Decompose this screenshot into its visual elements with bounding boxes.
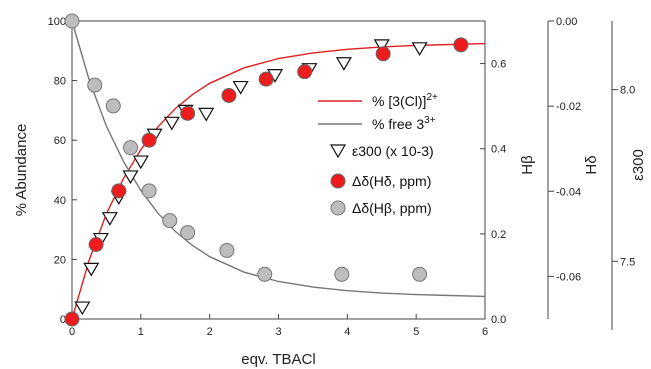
legend-triangle-symbol	[329, 144, 347, 159]
hbeta-tick-label: 0.4	[491, 144, 506, 156]
legend-label-free-sup: 3+	[424, 115, 436, 126]
hbeta-point	[412, 266, 428, 282]
legend-red-circle-symbol	[330, 173, 346, 189]
eps-axis-title: ε300	[630, 149, 647, 181]
hdelta-tick-label: -0.06	[556, 271, 581, 283]
x-tick-label: 0	[69, 326, 75, 338]
legend-label-complex-sup: 2+	[426, 92, 438, 103]
hbeta-point	[123, 140, 139, 156]
hbeta-point	[180, 225, 196, 241]
x-tick-label: 3	[275, 326, 281, 338]
eps-tick-label: 8.0	[620, 85, 635, 97]
x-tick-label: 6	[482, 326, 488, 338]
legend-label-free: % free 33+	[372, 115, 436, 132]
legend-label-eps: ε300 (x 10-3)	[352, 143, 434, 159]
legend-gray-circle-symbol	[330, 200, 346, 216]
y-tick-label: 40	[54, 195, 66, 207]
legend-label-hdelta: Δδ(Hδ, ppm)	[352, 173, 431, 189]
y-tick-label: 20	[54, 254, 66, 266]
triangle-point	[83, 262, 100, 277]
legend: % [3(Cl)]2+ % free 33+ ε300 (x 10-3) Δδ(…	[318, 92, 438, 216]
hdelta-axis-title: Hδ	[583, 155, 600, 174]
hbeta-axis-title: Hβ	[519, 155, 536, 175]
hbeta-point	[141, 183, 157, 199]
series-line-1	[71, 20, 486, 298]
legend-label-complex: % [3(Cl)]2+	[372, 92, 438, 109]
triangle-point	[373, 39, 390, 54]
legend-label-free-text: % free 3	[372, 116, 424, 132]
triangle-point	[163, 116, 180, 131]
y-tick-label: 0	[60, 314, 66, 326]
y-tick-label: 80	[54, 76, 66, 88]
hbeta-point	[162, 213, 178, 229]
triangle-point	[198, 107, 215, 122]
triangle-point	[335, 57, 352, 71]
triangle-point	[74, 301, 91, 316]
hdelta-point	[297, 64, 313, 80]
points-layer	[64, 13, 469, 327]
hdelta-point	[88, 237, 104, 252]
hdelta-tick-label: -0.02	[556, 101, 581, 113]
hdelta-point	[111, 183, 127, 199]
y-tick-label: 100	[48, 16, 66, 28]
y-tick-label: 60	[54, 135, 66, 147]
hbeta-tick-label: 0.0	[491, 314, 506, 326]
hbeta-tick-label: 0.2	[491, 229, 506, 241]
hdelta-point	[258, 71, 274, 87]
triangle-point	[411, 42, 428, 57]
hdelta-point	[180, 105, 196, 121]
y-axis-title: % Abundance	[13, 124, 30, 217]
hdelta-point	[141, 132, 157, 148]
x-axis-title: eqv. TBACl	[241, 351, 315, 368]
hbeta-point	[64, 13, 80, 29]
hdelta-point	[64, 311, 80, 327]
eps-tick-label: 7.5	[620, 256, 635, 268]
hbeta-point	[219, 242, 235, 258]
x-tick-label: 2	[207, 326, 213, 338]
triangle-point	[122, 170, 139, 185]
hbeta-point	[334, 266, 350, 282]
hdelta-point	[375, 46, 391, 62]
hdelta-tick-label: 0.00	[556, 16, 577, 28]
hbeta-point	[87, 77, 103, 93]
hdelta-point	[453, 37, 469, 53]
triangle-point	[101, 212, 118, 226]
triangle-point	[232, 80, 249, 95]
hbeta-tick-label: 0.6	[491, 59, 506, 71]
legend-label-hbeta: Δδ(Hβ, ppm)	[352, 200, 432, 216]
hbeta-point	[105, 98, 121, 114]
x-tick-label: 1	[138, 326, 144, 338]
triangle-point	[132, 155, 149, 170]
x-tick-label: 4	[344, 326, 350, 338]
hdelta-point	[221, 88, 237, 103]
hbeta-point	[257, 266, 273, 282]
x-tick-label: 5	[413, 326, 419, 338]
legend-label-complex-text: % [3(Cl)]	[372, 93, 426, 109]
hdelta-tick-label: -0.04	[556, 186, 581, 198]
